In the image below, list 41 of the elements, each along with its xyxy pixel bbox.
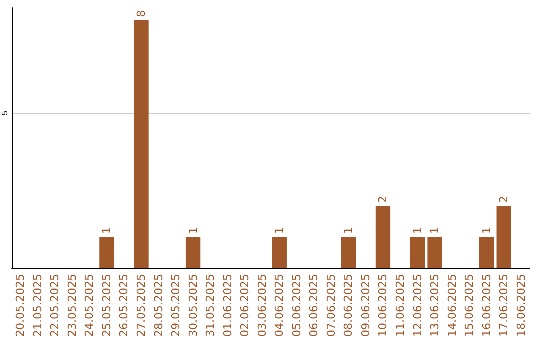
- x-tick-label: 23.05.2025: [66, 274, 79, 338]
- x-tick-label: 25.05.2025: [100, 274, 114, 338]
- x-tick-label: 06.06.2025: [308, 274, 321, 338]
- data-label: 1: [480, 227, 494, 234]
- x-tick-label: 09.06.2025: [359, 274, 372, 338]
- x-tick-label: 12.06.2025: [411, 274, 424, 338]
- x-tick-label: 03.06.2025: [256, 274, 269, 338]
- x-tick-label: 10.06.2025: [376, 274, 390, 338]
- data-label: 2: [376, 196, 390, 204]
- x-tick-label: 13.06.2025: [428, 274, 442, 338]
- x-tick-label: 29.05.2025: [170, 274, 183, 338]
- x-tick-label: 22.05.2025: [48, 274, 62, 338]
- x-tick-label: 04.06.2025: [273, 274, 286, 338]
- data-label: 1: [411, 227, 424, 234]
- x-tick-label: 02.06.2025: [238, 274, 252, 338]
- y-tick-label: 5: [0, 110, 10, 116]
- data-label: 1: [100, 227, 114, 234]
- x-tick-label: 31.05.2025: [204, 274, 218, 338]
- data-label: 8: [135, 10, 148, 18]
- data-label: 1: [186, 227, 200, 234]
- x-tick-label: 01.06.2025: [221, 274, 234, 338]
- data-label: 1: [273, 227, 286, 234]
- x-tick-label: 20.05.2025: [14, 274, 28, 338]
- x-tick-label: 11.06.2025: [394, 274, 407, 338]
- x-tick-label: 05.06.2025: [290, 274, 304, 338]
- data-label: 1: [428, 227, 442, 234]
- data-label: 2: [498, 196, 511, 204]
- x-tick-label: 18.06.2025: [514, 274, 528, 338]
- x-tick-label: 17.06.2025: [498, 274, 511, 338]
- x-tick-label: 30.05.2025: [186, 274, 200, 338]
- x-tick-label: 08.06.2025: [342, 274, 356, 338]
- x-tick-label: 21.05.2025: [31, 274, 44, 338]
- x-tick-label: 14.06.2025: [446, 274, 459, 338]
- x-tick-label: 28.05.2025: [152, 274, 166, 338]
- data-label: 1: [342, 227, 356, 234]
- x-tick-label: 16.06.2025: [480, 274, 494, 338]
- x-tick-label: 15.06.2025: [463, 274, 476, 338]
- x-tick-label: 26.05.2025: [118, 274, 131, 338]
- x-tick-label: 24.05.2025: [83, 274, 96, 338]
- x-tick-label: 27.05.2025: [135, 274, 148, 338]
- x-tick-label: 07.06.2025: [324, 274, 338, 338]
